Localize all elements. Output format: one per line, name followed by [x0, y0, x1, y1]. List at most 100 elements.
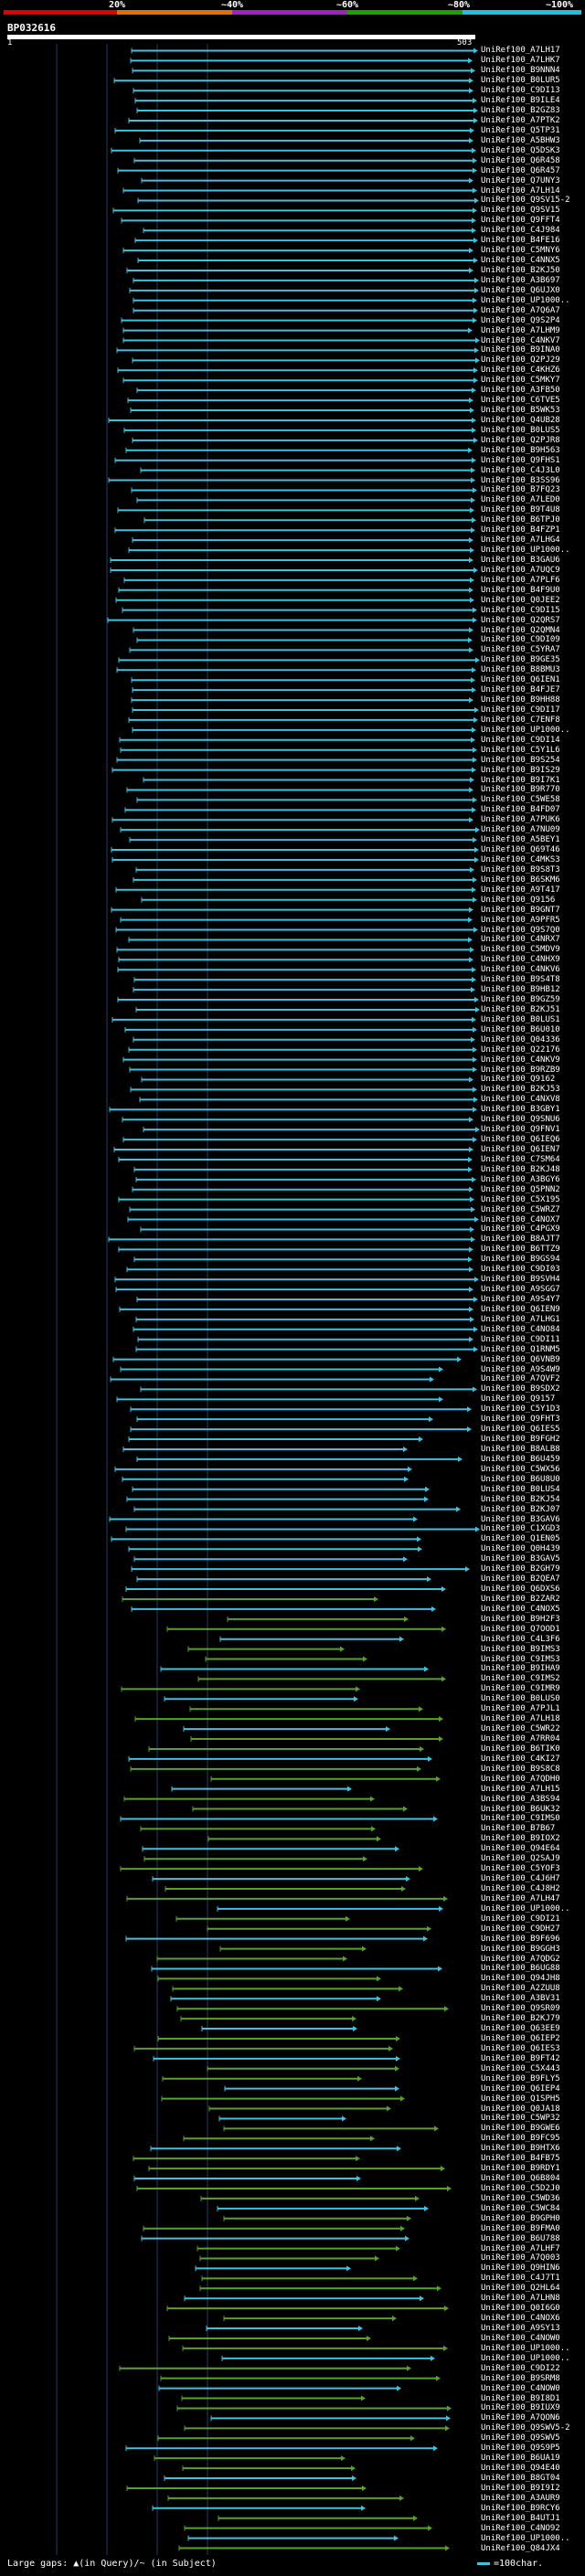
hit-label[interactable]: UniRef100_A9SY13 — [481, 2324, 560, 2334]
hit-label[interactable]: UniRef100_B8BMU3 — [481, 665, 560, 675]
hit-label[interactable]: UniRef100_A7QDG2 — [481, 1954, 560, 1964]
hit-label[interactable]: UniRef100_A7LED0 — [481, 495, 560, 505]
hit-label[interactable]: UniRef100_A3FB50 — [481, 386, 560, 396]
hit-label[interactable]: UniRef100_C4KI27 — [481, 1754, 560, 1764]
hit-label[interactable]: UniRef100_Q9FHT3 — [481, 1415, 560, 1425]
hit-label[interactable]: UniRef100_Q6IEQ6 — [481, 1135, 560, 1145]
hit-label[interactable]: UniRef100_C9DI14 — [481, 735, 560, 745]
hit-label[interactable]: UniRef100_B9S8C8 — [481, 1764, 560, 1774]
hit-label[interactable]: UniRef100_B9HH88 — [481, 695, 560, 705]
hit-label[interactable]: UniRef100_C9IMS3 — [481, 1654, 560, 1664]
hit-label[interactable]: UniRef100_Q0JA18 — [481, 2104, 560, 2114]
hit-label[interactable]: UniRef100_A7UQC9 — [481, 565, 560, 575]
hit-label[interactable]: UniRef100_C4NKV6 — [481, 965, 560, 975]
hit-label[interactable]: UniRef100_A7LHG1 — [481, 1314, 560, 1324]
hit-label[interactable]: UniRef100_A7QDH0 — [481, 1774, 560, 1784]
hit-label[interactable]: UniRef100_C4NOX7 — [481, 1214, 560, 1224]
hit-label[interactable]: UniRef100_B9GNT7 — [481, 905, 560, 915]
hit-label[interactable]: UniRef100_Q9SWV5-2 — [481, 2423, 570, 2433]
hit-label[interactable]: UniRef100_Q4UB28 — [481, 415, 560, 425]
hit-label[interactable]: UniRef100_A7LHM9 — [481, 325, 560, 335]
hit-label[interactable]: UniRef100_Q9SNU6 — [481, 1115, 560, 1125]
hit-label[interactable]: UniRef100_C4PGX9 — [481, 1224, 560, 1235]
hit-label[interactable]: UniRef100_B6UK32 — [481, 1804, 560, 1814]
hit-label[interactable]: UniRef100_A7RR04 — [481, 1734, 560, 1744]
hit-label[interactable]: UniRef100_A7LHF7 — [481, 2243, 560, 2253]
hit-label[interactable]: UniRef100_C5X195 — [481, 1194, 560, 1204]
hit-label[interactable]: UniRef100_A7LHG4 — [481, 535, 560, 546]
hit-label[interactable]: UniRef100_B3SS96 — [481, 475, 560, 485]
hit-label[interactable]: UniRef100_B6SKM6 — [481, 875, 560, 885]
hit-label[interactable]: UniRef100_B9H563 — [481, 445, 560, 455]
hit-label[interactable]: UniRef100_C5D2J0 — [481, 2183, 560, 2193]
hit-label[interactable]: UniRef100_B6UA19 — [481, 2454, 560, 2464]
hit-label[interactable]: UniRef100_Q0I6G0 — [481, 2304, 560, 2314]
hit-label[interactable]: UniRef100_Q9156 — [481, 895, 556, 905]
hit-label[interactable]: UniRef100_B9IOX2 — [481, 1834, 560, 1844]
hit-label[interactable]: UniRef100_B9S4T8 — [481, 975, 560, 985]
hit-label[interactable]: UniRef100_A9S4Y7 — [481, 1295, 560, 1304]
hit-label[interactable]: UniRef100_B2KJ48 — [481, 1164, 560, 1174]
hit-label[interactable]: UniRef100_B9GWE6 — [481, 2124, 560, 2134]
hit-label[interactable]: UniRef100_C4NHX9 — [481, 955, 560, 965]
hit-label[interactable]: UniRef100_Q9SV15-2 — [481, 196, 570, 206]
hit-label[interactable]: UniRef100_C5MDV9 — [481, 945, 560, 955]
hit-label[interactable]: UniRef100_A3AUR9 — [481, 2493, 560, 2503]
hit-label[interactable]: UniRef100_B0LUR5 — [481, 76, 560, 86]
hit-label[interactable]: UniRef100_C4J984 — [481, 226, 560, 236]
hit-label[interactable]: UniRef100_C5Y1D3 — [481, 1405, 560, 1415]
hit-label[interactable]: UniRef100_A7QVF2 — [481, 1374, 560, 1384]
hit-label[interactable]: UniRef100_B6TIK0 — [481, 1744, 560, 1754]
hit-label[interactable]: UniRef100_B9FMA0 — [481, 2223, 560, 2233]
hit-label[interactable]: UniRef100_B9I8D1 — [481, 2393, 560, 2403]
hit-label[interactable]: UniRef100_B2KJ50 — [481, 265, 560, 275]
hit-label[interactable]: UniRef100_C5WR22 — [481, 1724, 560, 1734]
hit-label[interactable]: UniRef100_C9DI15 — [481, 605, 560, 615]
hit-label[interactable]: UniRef100_B9T4U8 — [481, 505, 560, 515]
hit-label[interactable]: UniRef100_B3GAU6 — [481, 556, 560, 565]
hit-label[interactable]: UniRef100_Q6IEN7 — [481, 1145, 560, 1155]
hit-label[interactable]: UniRef100_UP1000.. — [481, 725, 570, 735]
hit-label[interactable]: UniRef100_B9FT42 — [481, 2053, 560, 2063]
hit-label[interactable]: UniRef100_UP1000.. — [481, 2533, 570, 2543]
hit-label[interactable]: UniRef100_B9INA0 — [481, 345, 560, 355]
hit-label[interactable]: UniRef100_B2KJ54 — [481, 1494, 560, 1504]
hit-label[interactable]: UniRef100_Q9157 — [481, 1394, 556, 1405]
hit-label[interactable]: UniRef100_Q5PNN2 — [481, 1184, 560, 1194]
hit-label[interactable]: UniRef100_Q9FHS1 — [481, 455, 560, 465]
hit-label[interactable]: UniRef100_B2QEA7 — [481, 1574, 560, 1585]
hit-label[interactable]: UniRef100_Q04336 — [481, 1034, 560, 1044]
hit-label[interactable]: UniRef100_A9S4W9 — [481, 1364, 560, 1374]
hit-label[interactable]: UniRef100_A7LHK7 — [481, 56, 560, 66]
hit-label[interactable]: UniRef100_B9SDX2 — [481, 1384, 560, 1394]
hit-label[interactable]: UniRef100_Q6IEN1 — [481, 675, 560, 685]
hit-label[interactable]: UniRef100_Q6DXS6 — [481, 1585, 560, 1595]
hit-label[interactable]: UniRef100_B9RCY6 — [481, 2503, 560, 2513]
hit-label[interactable]: UniRef100_A5BHW3 — [481, 135, 560, 145]
hit-label[interactable]: UniRef100_B4FE16 — [481, 236, 560, 246]
hit-label[interactable]: UniRef100_A7LH17 — [481, 46, 560, 56]
hit-label[interactable]: UniRef100_B3GAV5 — [481, 1554, 560, 1564]
hit-label[interactable]: UniRef100_A9SGG7 — [481, 1285, 560, 1295]
hit-label[interactable]: UniRef100_Q6IEN9 — [481, 1304, 560, 1314]
hit-label[interactable]: UniRef100_A2ZUU8 — [481, 1984, 560, 1994]
hit-label[interactable]: UniRef100_C4NKV9 — [481, 1055, 560, 1065]
hit-label[interactable]: UniRef100_C5X443 — [481, 2063, 560, 2073]
hit-label[interactable]: UniRef100_Q7UNY3 — [481, 175, 560, 186]
hit-label[interactable]: UniRef100_Q9SR09 — [481, 2004, 560, 2014]
hit-label[interactable]: UniRef100_C5WE58 — [481, 795, 560, 805]
hit-label[interactable]: UniRef100_Q9S7Q0 — [481, 925, 560, 935]
hit-label[interactable]: UniRef100_Q6B804 — [481, 2174, 560, 2184]
hit-label[interactable]: UniRef100_B4FZP1 — [481, 525, 560, 535]
hit-label[interactable]: UniRef100_B2KJ51 — [481, 1004, 560, 1014]
hit-label[interactable]: UniRef100_A7PLF6 — [481, 575, 560, 585]
hit-label[interactable]: UniRef100_Q94E40 — [481, 2464, 560, 2474]
hit-label[interactable]: UniRef100_B4FB75 — [481, 2154, 560, 2164]
hit-label[interactable]: UniRef100_C4NO84 — [481, 1324, 560, 1334]
hit-label[interactable]: UniRef100_B4UTJ1 — [481, 2513, 560, 2523]
hit-label[interactable]: UniRef100_B6U010 — [481, 1024, 560, 1034]
hit-label[interactable]: UniRef100_C9DI17 — [481, 705, 560, 715]
hit-label[interactable]: UniRef100_B9IHA9 — [481, 1664, 560, 1674]
hit-label[interactable]: UniRef100_A7LH18 — [481, 1714, 560, 1724]
hit-label[interactable]: UniRef100_C4MKS3 — [481, 854, 560, 864]
